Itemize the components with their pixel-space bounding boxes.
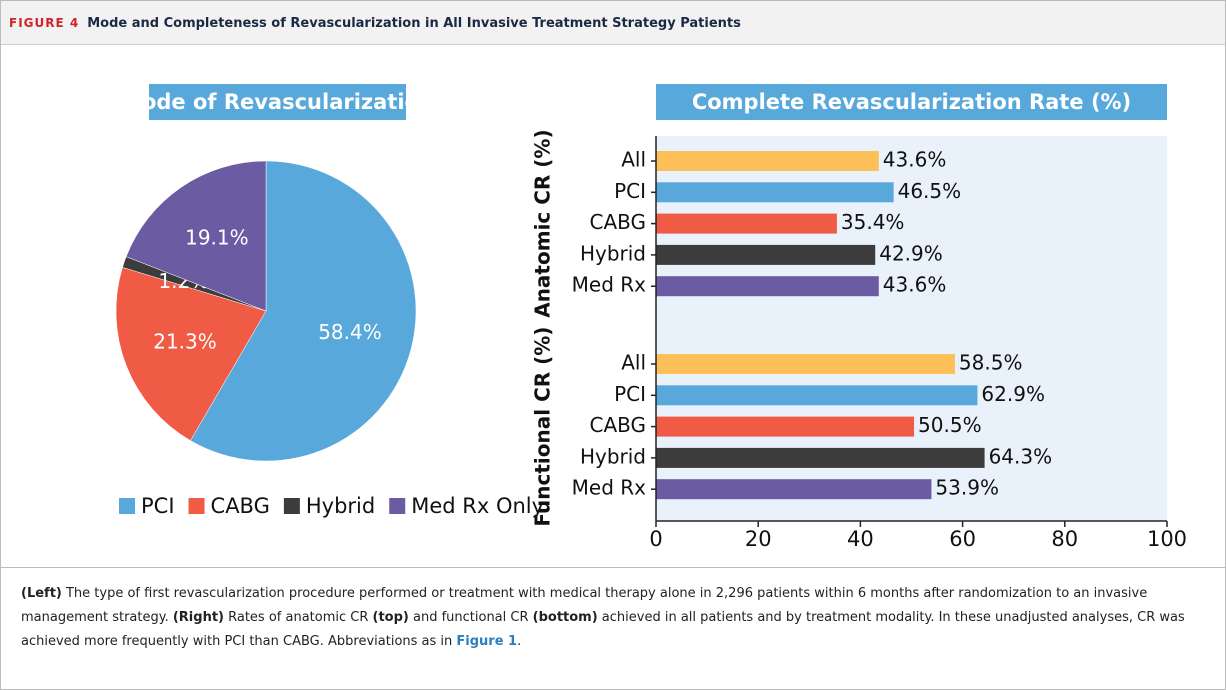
caption-text: Rates of anatomic CR	[223, 610, 373, 625]
legend-swatch	[283, 498, 300, 514]
bar	[656, 447, 985, 468]
value-label: 19.1%	[185, 226, 249, 250]
bar	[656, 182, 894, 203]
caption: (Left) The type of first revascularizati…	[1, 567, 1225, 668]
group-label: Functional CR (%)	[531, 327, 555, 527]
figure-title: Mode and Completeness of Revascularizati…	[87, 16, 741, 31]
chart-title-box	[149, 84, 406, 120]
pie-slice	[115, 267, 267, 441]
chart-title-box	[656, 84, 1167, 120]
value-label: 58.4%	[318, 320, 382, 344]
legend-label: CABG	[211, 494, 270, 518]
caption-text: .	[517, 634, 522, 649]
caption-text: (bottom)	[532, 610, 598, 625]
caption-text: achieved in all patients and by treatmen…	[21, 610, 1185, 649]
figure-label: FIGURE 4	[9, 16, 80, 30]
y-tick-label: Hybrid	[580, 444, 646, 468]
bar	[656, 354, 955, 374]
charts: Mode of Revascularization58.4%21.3%1.2%1…	[115, 84, 1187, 551]
bar	[656, 479, 932, 500]
caption-text: and functional CR	[408, 610, 533, 625]
bar	[656, 416, 915, 437]
bar	[656, 151, 879, 171]
x-tick-label: 80	[1051, 527, 1078, 551]
caption-text: (top)	[372, 610, 409, 625]
y-tick-label: Med Rx	[572, 476, 647, 500]
group-label: Anatomic CR (%)	[531, 129, 555, 317]
y-tick-label: PCI	[614, 382, 646, 406]
value-label: 58.5%	[959, 351, 1023, 375]
value-label: 21.3%	[153, 329, 217, 353]
pie-slice	[125, 160, 267, 312]
caption-link[interactable]: Figure 1	[456, 634, 518, 649]
y-tick-label: PCI	[614, 179, 646, 203]
legend-swatch	[188, 498, 205, 514]
legend-swatch	[119, 498, 135, 514]
y-tick-label: CABG	[589, 210, 646, 234]
legend-label: Hybrid	[306, 494, 375, 518]
y-tick-label: CABG	[589, 413, 646, 437]
bar	[656, 213, 837, 234]
x-tick-label: 20	[745, 527, 772, 551]
x-tick-label: 0	[649, 527, 662, 551]
value-label: 43.6%	[883, 273, 947, 297]
bar	[656, 276, 879, 297]
caption-text: The type of first revascularization proc…	[21, 586, 1148, 625]
x-tick-label: 60	[949, 527, 976, 551]
figure-header: FIGURE 4 Mode and Completeness of Revascu…	[1, 1, 1225, 45]
value-label: 43.6%	[883, 148, 947, 172]
bar	[656, 244, 876, 265]
legend-swatch	[389, 498, 406, 514]
y-tick-label: All	[621, 351, 646, 375]
value-label: 50.5%	[918, 413, 982, 437]
value-label: 64.3%	[989, 444, 1053, 468]
chart-title: Complete Revascularization Rate (%)	[692, 90, 1131, 114]
caption-text: (Right)	[172, 610, 224, 625]
value-label: 42.9%	[879, 241, 943, 265]
value-label: 46.5%	[898, 179, 962, 203]
value-label: 53.9%	[935, 476, 999, 500]
chart-title: Mode of Revascularization	[121, 90, 434, 114]
x-tick-label: 100	[1147, 527, 1187, 551]
legend-label: PCI	[141, 494, 175, 518]
value-label: 35.4%	[841, 210, 905, 234]
y-tick-label: Med Rx	[572, 273, 647, 297]
y-tick-label: Hybrid	[580, 241, 646, 265]
caption-text: (Left)	[21, 586, 62, 601]
y-tick-label: All	[621, 148, 646, 172]
x-tick-label: 40	[847, 527, 874, 551]
pie-slice	[190, 160, 417, 462]
legend-label: Med Rx Only	[411, 494, 544, 518]
bar	[656, 385, 978, 406]
value-label: 62.9%	[981, 382, 1045, 406]
